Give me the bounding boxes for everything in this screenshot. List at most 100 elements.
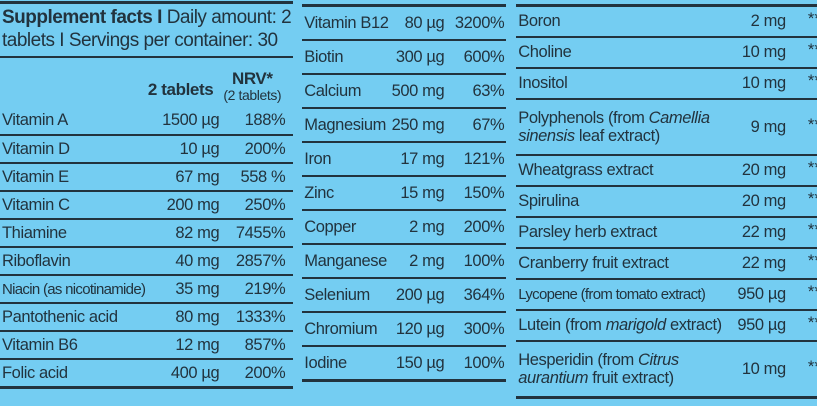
nutrient-name: Copper bbox=[304, 217, 356, 236]
nutrient-nrv: 857% bbox=[244, 335, 286, 354]
nutrient-name: Spirulina bbox=[518, 192, 579, 210]
nutrient-amount: 40 mg bbox=[175, 251, 220, 270]
nutrient-amount: 250 mg bbox=[391, 115, 445, 134]
table-row: Polyphenols (from Camellia sinensis leaf… bbox=[516, 98, 817, 154]
table-row: Magnesium 250 mg 67% bbox=[302, 107, 507, 141]
table-row: Niacin (as nicotinamide) 35 mg 219% bbox=[0, 274, 294, 302]
table-row: Hesperidin (from Citrus aurantium fruit … bbox=[516, 340, 817, 396]
nutrient-nrv: 200% bbox=[244, 139, 286, 158]
table-row: Selenium 200 µg 364% bbox=[302, 277, 507, 311]
nutrient-amount: 20 mg bbox=[741, 192, 786, 210]
nutrient-amount: 950 µg bbox=[737, 285, 786, 303]
name-plain-part: fruit extract) bbox=[588, 369, 674, 387]
title-rest-text: Daily amount: 2 tablets I Servings per c… bbox=[2, 7, 292, 51]
nutrient-nrv: ** bbox=[807, 221, 817, 239]
nutrient-amount: 35 mg bbox=[175, 279, 220, 298]
minerals-panel: Vitamin B12 80 µg 3200% Biotin 300 µg 60… bbox=[302, 4, 507, 382]
nutrient-amount: 20 mg bbox=[741, 161, 786, 179]
nutrient-nrv: ** bbox=[807, 283, 817, 301]
vitamins-panel: Supplement facts I Daily amount: 2 table… bbox=[0, 1, 294, 389]
nutrient-amount: 10 mg bbox=[741, 359, 786, 378]
table-row: Manganese 2 mg 100% bbox=[302, 243, 507, 277]
nutrient-nrv: 558 % bbox=[240, 167, 286, 186]
nutrient-nrv: ** bbox=[807, 357, 817, 376]
name-italic-part: Citrus aurantium bbox=[518, 351, 679, 387]
nutrient-nrv: 63% bbox=[472, 81, 505, 100]
nutrient-nrv: 121% bbox=[463, 149, 505, 168]
nutrient-name: Vitamin A bbox=[2, 110, 68, 129]
nutrient-nrv: 300% bbox=[463, 319, 505, 338]
nutrient-name: Lutein (from marigold extract) bbox=[518, 316, 722, 335]
nutrient-name: Biotin bbox=[304, 47, 344, 66]
nutrient-name: Magnesium bbox=[304, 115, 386, 134]
name-plain-part: Lutein (from bbox=[518, 316, 606, 334]
nutrient-name: Lycopene (from tomato extract) bbox=[518, 286, 706, 303]
nutrient-nrv: ** bbox=[807, 72, 817, 90]
nutrient-name: Vitamin B6 bbox=[2, 335, 78, 354]
nutrient-nrv: 250% bbox=[244, 195, 286, 214]
nutrient-amount: 500 mg bbox=[391, 81, 445, 100]
nutrient-amount: 300 µg bbox=[395, 47, 445, 66]
table-row: Vitamin B6 12 mg 857% bbox=[0, 330, 294, 358]
nutrient-amount: 1500 µg bbox=[162, 110, 220, 129]
table-row: Vitamin E 67 mg 558 % bbox=[0, 162, 294, 190]
nutrient-name: Thiamine bbox=[2, 223, 67, 242]
nutrient-nrv: ** bbox=[807, 115, 817, 134]
nutrient-amount: 22 mg bbox=[741, 254, 786, 272]
nutrient-amount: 10 mg bbox=[741, 74, 786, 92]
nutrient-amount: 67 mg bbox=[175, 167, 220, 186]
nutrient-name: Vitamin E bbox=[2, 167, 69, 186]
table-row: Calcium 500 mg 63% bbox=[302, 73, 507, 107]
nutrient-nrv: 200% bbox=[244, 363, 286, 382]
nutrient-nrv: 150% bbox=[463, 183, 505, 202]
name-plain-part: extract) bbox=[665, 316, 722, 334]
table-row: Cranberry fruit extract 22 mg ** bbox=[516, 247, 817, 278]
nutrient-amount: 10 mg bbox=[741, 43, 786, 61]
nutrient-nrv: 219% bbox=[244, 279, 286, 298]
nutrient-nrv: ** bbox=[807, 159, 817, 177]
table-row: Choline 10 mg ** bbox=[516, 36, 817, 67]
nutrient-name: Vitamin D bbox=[2, 139, 70, 158]
nutrient-nrv: 1333% bbox=[235, 307, 286, 326]
other-ingredients-panel: Boron 2 mg ** Choline 10 mg ** Inositol … bbox=[516, 4, 817, 399]
nutrient-amount: 9 mg bbox=[750, 117, 786, 136]
nutrient-amount: 950 µg bbox=[737, 316, 786, 334]
table-row: Riboflavin 40 mg 2857% bbox=[0, 246, 294, 274]
table-row: Inositol 10 mg ** bbox=[516, 67, 817, 98]
nutrient-amount: 15 mg bbox=[400, 183, 445, 202]
table-row: Iodine 150 µg 100% bbox=[302, 345, 507, 379]
nutrient-amount: 80 mg bbox=[175, 307, 220, 326]
nutrient-nrv: 600% bbox=[463, 47, 505, 66]
nutrient-nrv: 2857% bbox=[235, 251, 286, 270]
nutrient-amount: 150 µg bbox=[395, 353, 445, 372]
nutrient-name: Boron bbox=[518, 12, 561, 30]
nutrient-amount: 400 µg bbox=[170, 363, 220, 382]
table-row: Wheatgrass extract 20 mg ** bbox=[516, 154, 817, 185]
nutrient-name: Iodine bbox=[304, 353, 347, 372]
nutrient-amount: 12 mg bbox=[175, 335, 220, 354]
nutrient-nrv: ** bbox=[807, 314, 817, 332]
nutrient-amount: 2 mg bbox=[750, 12, 786, 30]
nutrient-nrv: ** bbox=[807, 10, 817, 28]
table-row: Vitamin D 10 µg 200% bbox=[0, 134, 294, 162]
nutrient-name: Parsley herb extract bbox=[518, 223, 657, 241]
table-row: Boron 2 mg ** bbox=[516, 7, 817, 36]
table-row: Vitamin C 200 mg 250% bbox=[0, 190, 294, 218]
name-italic-part: marigold bbox=[605, 316, 666, 334]
nutrient-amount: 10 µg bbox=[179, 139, 220, 158]
table-row: Vitamin A 1500 µg 188% bbox=[0, 106, 293, 134]
nutrient-name: Zinc bbox=[304, 183, 334, 202]
name-plain-part: Polyphenols (from bbox=[518, 109, 649, 127]
nrv-header-label: NRV* bbox=[231, 69, 273, 88]
nutrient-amount: 82 mg bbox=[175, 223, 220, 242]
table-row: Iron 17 mg 121% bbox=[302, 141, 507, 175]
table-row: Zinc 15 mg 150% bbox=[302, 175, 507, 209]
nutrient-amount: 2 mg bbox=[409, 217, 445, 236]
table-row: Spirulina 20 mg ** bbox=[516, 185, 817, 216]
nutrient-name: Vitamin C bbox=[2, 195, 70, 214]
table-row: Vitamin B12 80 µg 3200% bbox=[302, 7, 506, 39]
nutrient-amount: 2 mg bbox=[409, 251, 445, 270]
table-row: Biotin 300 µg 600% bbox=[302, 39, 507, 73]
nutrient-nrv: ** bbox=[807, 190, 817, 208]
